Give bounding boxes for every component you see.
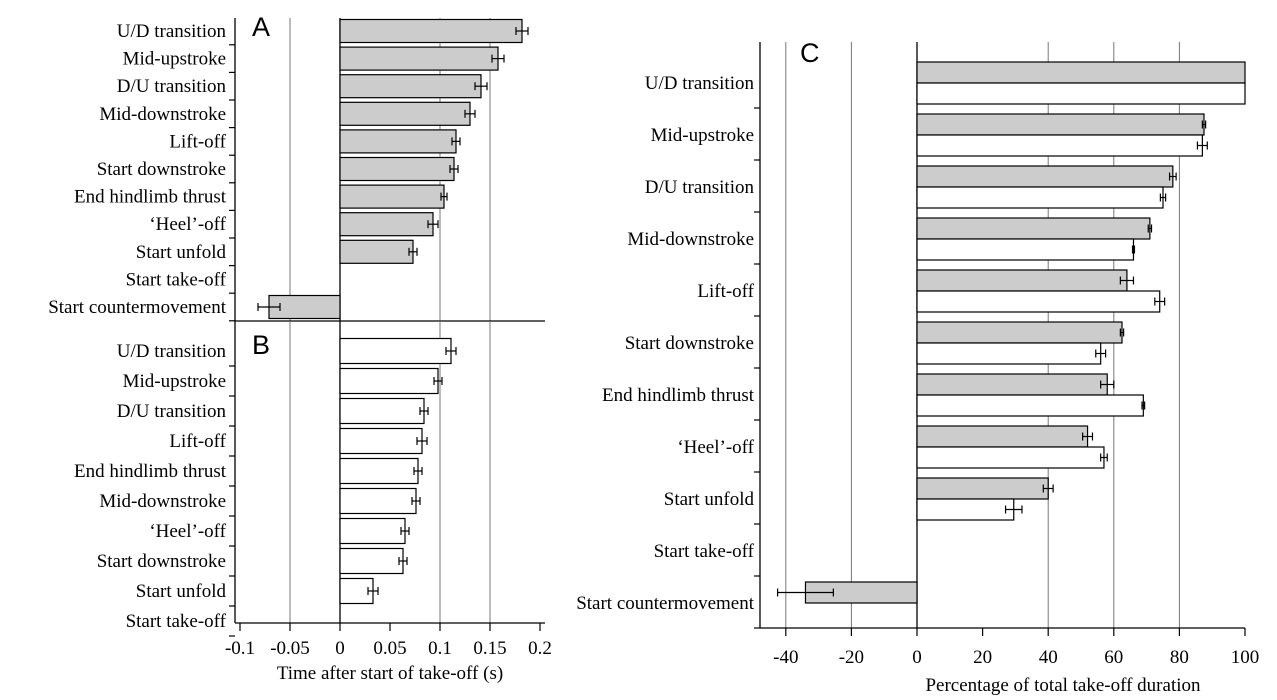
x-axis-label: Percentage of total take-off duration: [925, 675, 1201, 696]
bar: [916, 425, 1089, 448]
x-axis-label: Time after start of take-off (s): [277, 663, 503, 684]
x-tick-label: -0.05: [270, 638, 310, 659]
bar: [916, 321, 1123, 344]
bar: [339, 367, 439, 395]
x-tick-label: 0.05: [373, 638, 406, 659]
bar: [916, 477, 1049, 500]
category-label: ‘Heel’-off: [149, 214, 226, 235]
bar: [339, 101, 471, 126]
category-label: D/U transition: [117, 401, 227, 422]
x-tick-label: 100: [1231, 647, 1260, 668]
category-label: Start downstroke: [97, 159, 226, 180]
bar: [339, 337, 452, 365]
bar: [916, 394, 1144, 417]
bar: [339, 427, 423, 455]
x-tick-label: 0: [912, 647, 922, 668]
category-label: Mid-upstroke: [123, 49, 226, 70]
bar: [916, 446, 1105, 469]
panel-letter: C: [800, 38, 820, 68]
category-label: Mid-upstroke: [651, 125, 754, 146]
bar: [339, 212, 434, 237]
bar: [339, 129, 457, 154]
category-label: U/D transition: [117, 341, 227, 362]
panel-letter: A: [252, 12, 270, 42]
bar: [339, 46, 499, 71]
bar: [339, 457, 419, 485]
category-label: D/U transition: [117, 76, 227, 97]
panel-letter: B: [252, 330, 270, 360]
x-tick-label: 0.2: [528, 638, 552, 659]
category-label: Start take-off: [654, 541, 755, 562]
category-label: Mid-downstroke: [627, 229, 754, 250]
bar: [339, 547, 404, 575]
x-tick-label: 0.1: [428, 638, 452, 659]
bar: [916, 61, 1246, 84]
bar: [916, 134, 1203, 157]
category-label: End hindlimb thrust: [74, 187, 227, 208]
x-tick-label: 0.15: [473, 638, 506, 659]
panel-b: U/D transition Mid-upstroke D/U transition…: [74, 321, 552, 684]
bar: [916, 217, 1151, 240]
category-label: Lift-off: [697, 281, 754, 302]
bar: [339, 18, 523, 44]
x-tick-label: 0: [335, 638, 345, 659]
panel-c: U/D transition Mid-upstroke D/U transition…: [576, 38, 1259, 696]
bar: [339, 74, 482, 99]
bar: [916, 498, 1015, 521]
bar: [916, 113, 1205, 136]
bar: [916, 290, 1161, 313]
bar: [916, 186, 1164, 209]
x-tick-label: 40: [1039, 647, 1058, 668]
panel-a: U/D transition Mid-upstroke D/U transition…: [48, 12, 545, 322]
category-label: Start unfold: [136, 242, 227, 263]
category-label: End hindlimb thrust: [74, 461, 227, 482]
x-tick-label: 20: [973, 647, 992, 668]
x-tick-label: -20: [839, 647, 864, 668]
category-label: U/D transition: [645, 73, 755, 94]
x-tick-label: 80: [1170, 647, 1189, 668]
category-label: Lift-off: [169, 431, 226, 452]
category-label: Lift-off: [169, 131, 226, 152]
x-tick-label: -40: [773, 647, 798, 668]
bar: [916, 342, 1102, 365]
bar: [916, 165, 1174, 188]
category-label: D/U transition: [645, 177, 755, 198]
bar: [339, 239, 414, 264]
category-label: Start unfold: [136, 581, 227, 602]
bar: [339, 397, 425, 425]
category-label: Mid-downstroke: [99, 491, 226, 512]
category-label: Start take-off: [126, 611, 227, 632]
category-label: ‘Heel’-off: [149, 521, 226, 542]
bar: [339, 487, 417, 515]
category-label: Start countermovement: [48, 297, 227, 318]
bar: [916, 238, 1135, 261]
category-label: Start countermovement: [576, 593, 755, 614]
bar: [916, 269, 1128, 292]
category-label: Mid-downstroke: [99, 104, 226, 125]
bar: [339, 184, 445, 209]
category-label: Start downstroke: [97, 551, 226, 572]
category-label: ‘Heel’-off: [677, 437, 754, 458]
bar: [339, 156, 455, 182]
x-tick-label: -0.1: [225, 638, 255, 659]
category-label: Start downstroke: [625, 333, 754, 354]
bar: [339, 517, 406, 545]
x-tick-label: 60: [1104, 647, 1123, 668]
bar: [916, 82, 1246, 105]
category-label: Start unfold: [664, 489, 755, 510]
category-label: End hindlimb thrust: [602, 385, 755, 406]
bar: [916, 373, 1108, 396]
category-label: Mid-upstroke: [123, 371, 226, 392]
category-label: Start take-off: [126, 269, 227, 290]
category-label: U/D transition: [117, 21, 227, 42]
